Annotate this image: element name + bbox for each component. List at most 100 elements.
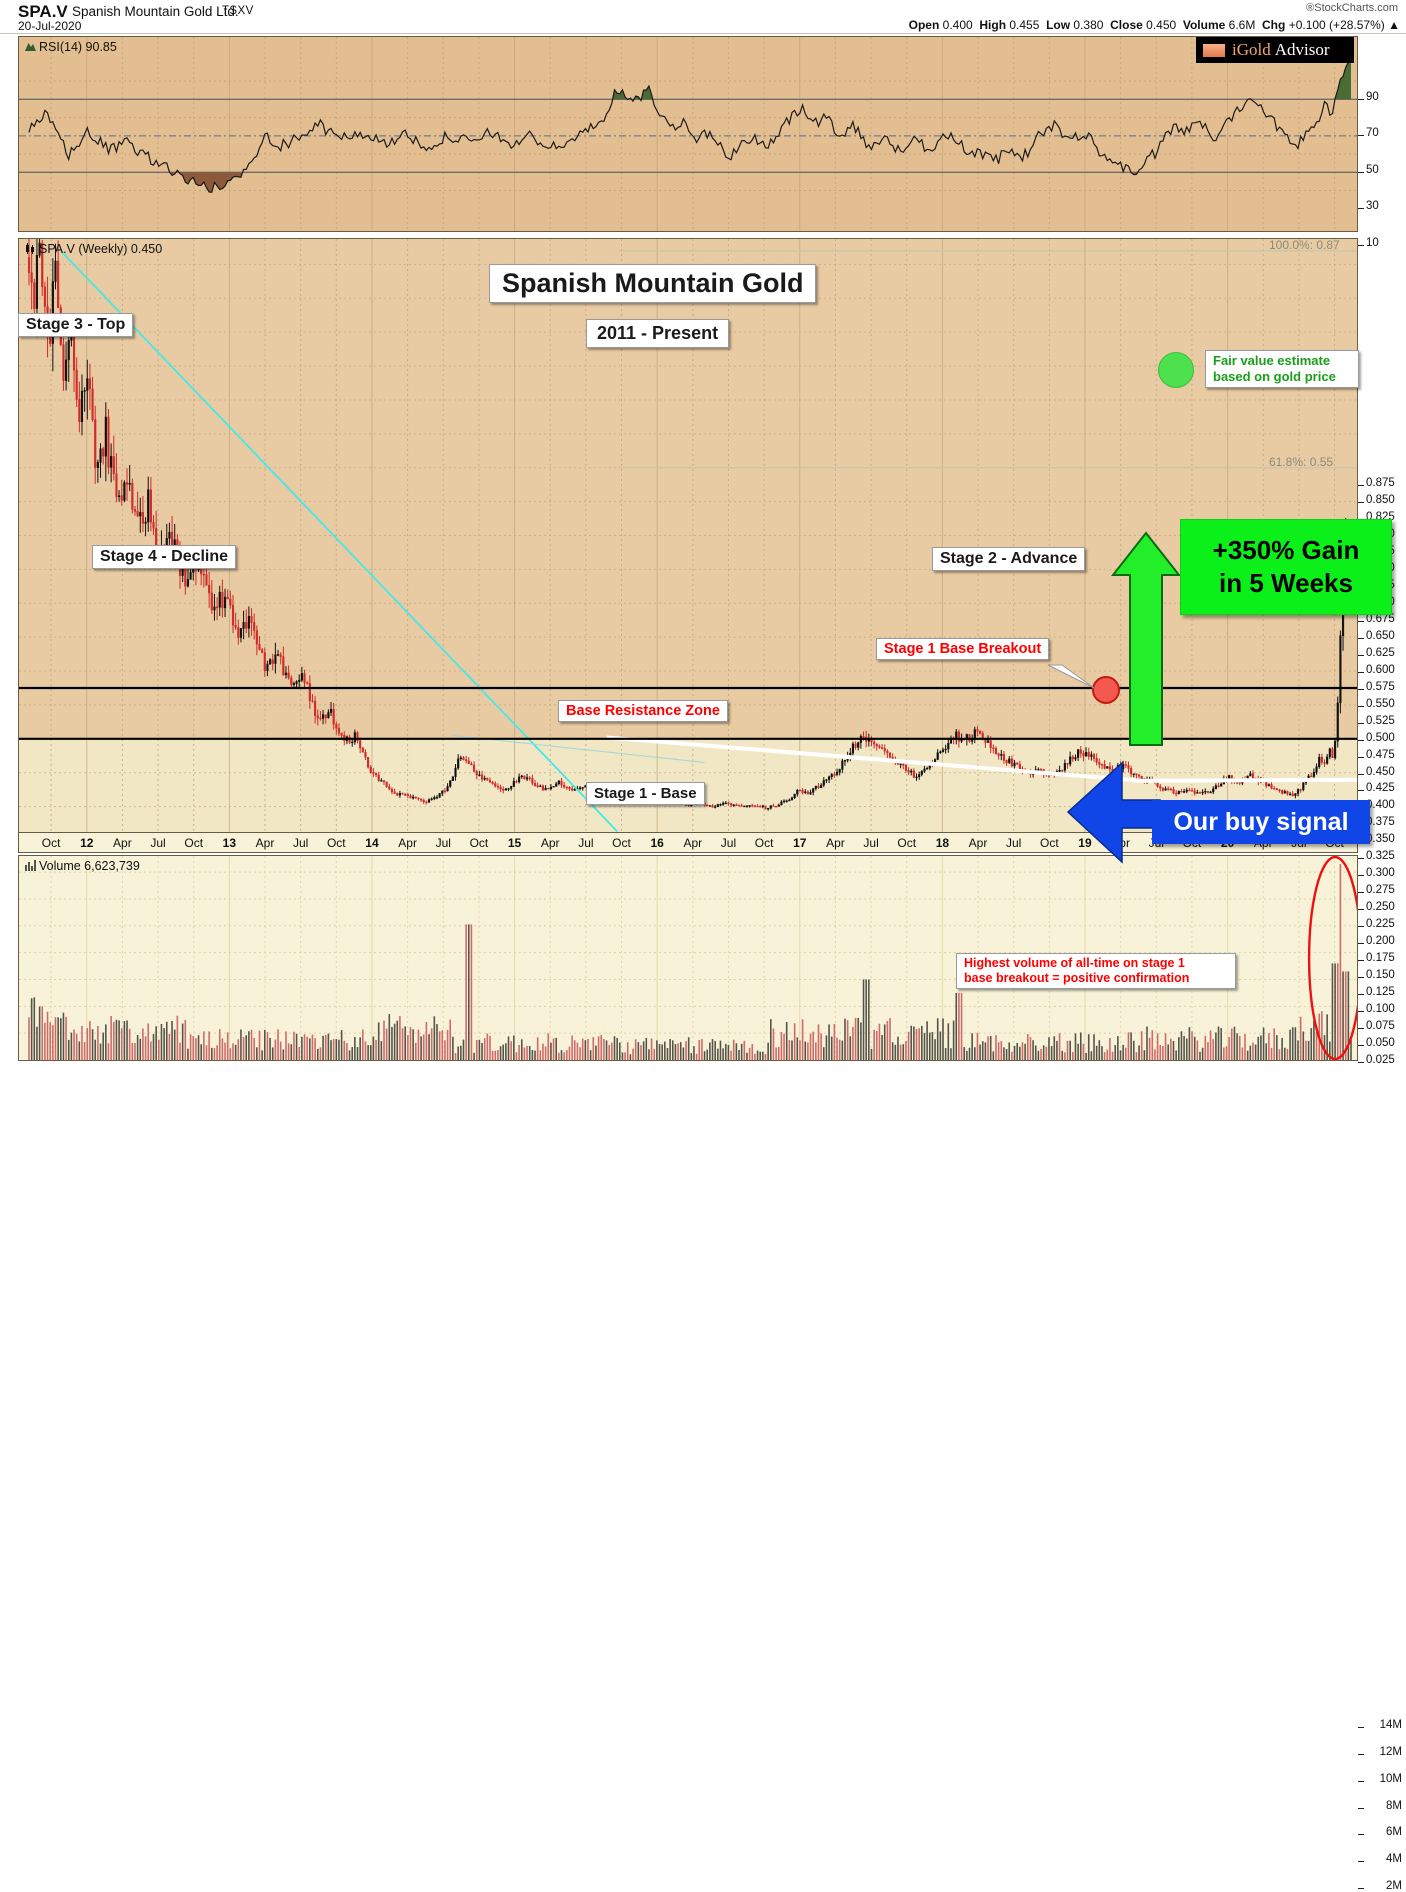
x-axis-tick-label: Apr bbox=[968, 836, 988, 850]
price-y-tick-label: 0.300 bbox=[1366, 867, 1395, 880]
volume-y-tick-label: 10M bbox=[1379, 1772, 1402, 1785]
price-y-tick bbox=[1358, 875, 1364, 877]
volume-note-callout: Highest volume of all-time on stage 1 ba… bbox=[956, 953, 1236, 989]
price-y-tick bbox=[1358, 858, 1364, 860]
candlestick-indicator-icon bbox=[25, 243, 36, 254]
rsi-y-tick-label: 70 bbox=[1366, 127, 1379, 140]
x-axis-tick-label: Jul bbox=[578, 836, 594, 850]
price-y-tick-label: 0.525 bbox=[1366, 714, 1395, 727]
x-axis-tick-label: 12 bbox=[80, 836, 94, 850]
price-y-tick bbox=[1358, 621, 1364, 622]
rsi-y-tick-label: 90 bbox=[1366, 90, 1379, 103]
rsi-y-tick bbox=[1358, 171, 1364, 173]
price-y-tick bbox=[1358, 925, 1364, 927]
price-y-tick-label: 0.575 bbox=[1366, 680, 1395, 693]
close-label: Close bbox=[1110, 18, 1143, 32]
price-y-tick bbox=[1358, 722, 1364, 724]
x-axis-tick-label: Jul bbox=[435, 836, 451, 850]
x-axis-tick-label: Apr bbox=[255, 836, 275, 850]
rsi-y-tick bbox=[1358, 208, 1364, 210]
x-axis-tick-label: Oct bbox=[1039, 836, 1059, 850]
buy-signal-box: Our buy signal bbox=[1152, 800, 1370, 844]
gain-line-1: +350% Gain bbox=[1212, 535, 1360, 565]
rsi-panel-label: RSI(14) 90.85 bbox=[25, 40, 117, 54]
x-axis-tick-label: Oct bbox=[897, 836, 917, 850]
stage1-base-label: Stage 1 - Base bbox=[586, 782, 705, 805]
rsi-y-tick-label: 30 bbox=[1366, 200, 1379, 213]
square-swatch-icon bbox=[1202, 42, 1226, 58]
bar-chart-icon bbox=[25, 860, 36, 871]
gain-line-2: in 5 Weeks bbox=[1219, 568, 1353, 598]
price-y-tick-label: 0.075 bbox=[1366, 1019, 1395, 1032]
stage1-breakout-label: Stage 1 Base Breakout bbox=[876, 638, 1050, 660]
x-axis-tick-label: Jul bbox=[150, 836, 166, 850]
price-y-tick-label: 0.875 bbox=[1366, 477, 1395, 490]
price-y-tick bbox=[1358, 485, 1364, 487]
price-y-tick bbox=[1358, 959, 1364, 961]
x-axis-tick-label: Oct bbox=[326, 836, 346, 850]
quote-bar: Open 0.400 High 0.455 Low 0.380 Close 0.… bbox=[909, 18, 1400, 32]
fibonacci-level-label: 100.0%: 0.87 bbox=[1269, 238, 1340, 252]
x-axis-tick-label: Apr bbox=[113, 836, 132, 850]
volume-y-tick bbox=[1358, 1861, 1364, 1863]
source-name: StockCharts.com bbox=[1314, 2, 1398, 14]
price-y-tick-label: 0.600 bbox=[1366, 663, 1395, 676]
x-axis-tick-label: Oct bbox=[612, 836, 631, 850]
price-y-tick bbox=[1358, 671, 1364, 673]
rsi-y-tick-label: 10 bbox=[1366, 236, 1379, 249]
x-axis-tick-label: Apr bbox=[826, 836, 845, 850]
price-y-tick bbox=[1358, 739, 1364, 741]
x-axis-tick-label: Oct bbox=[41, 836, 61, 850]
change-label: Chg bbox=[1262, 18, 1286, 32]
rsi-y-tick-label: 50 bbox=[1366, 163, 1379, 176]
fair-value-line-2: based on gold price bbox=[1213, 369, 1336, 384]
price-y-tick bbox=[1358, 790, 1364, 792]
volume-y-tick-label: 4M bbox=[1386, 1853, 1402, 1866]
volume-note-line-1: Highest volume of all-time on stage 1 bbox=[964, 956, 1185, 970]
high-label: High bbox=[979, 18, 1007, 32]
x-axis-tick-label: Jul bbox=[292, 836, 309, 850]
x-axis-tick-label: Jul bbox=[863, 836, 879, 850]
logo-word-2: Advisor bbox=[1274, 40, 1330, 59]
open-value: 0.400 bbox=[942, 18, 973, 32]
quote-date: 20-Jul-2020 bbox=[18, 19, 82, 33]
price-y-tick-label: 0.325 bbox=[1366, 850, 1395, 863]
x-axis-tick-label: Jul bbox=[720, 836, 737, 850]
price-y-tick bbox=[1358, 502, 1364, 504]
low-value: 0.380 bbox=[1073, 18, 1104, 32]
gain-callout-box: +350% Gain in 5 Weeks bbox=[1180, 519, 1392, 615]
change-value: +0.100 (+28.57%) bbox=[1288, 18, 1385, 32]
price-y-tick bbox=[1358, 756, 1364, 758]
x-axis-tick-label: Jul bbox=[1006, 836, 1022, 850]
volume-y-tick bbox=[1358, 1834, 1364, 1836]
x-axis-tick-label: 14 bbox=[365, 836, 379, 850]
breakout-marker-dot-icon bbox=[1092, 676, 1120, 704]
x-axis-tick-label: 17 bbox=[793, 836, 807, 850]
price-y-tick bbox=[1358, 942, 1364, 944]
price-panel-label-text: SPA.V (Weekly) 0.450 bbox=[39, 242, 163, 256]
x-axis-tick-label: 18 bbox=[935, 836, 950, 850]
fair-value-line-1: Fair value estimate bbox=[1213, 353, 1331, 368]
x-axis-tick-label: Apr bbox=[683, 836, 703, 850]
x-axis-tick-label: Apr bbox=[1111, 836, 1130, 850]
price-y-tick bbox=[1358, 773, 1364, 775]
buy-signal-text: Our buy signal bbox=[1173, 807, 1349, 836]
stage3-label: Stage 3 - Top bbox=[18, 313, 134, 337]
price-y-tick-label: 0.050 bbox=[1366, 1036, 1395, 1049]
x-axis-tick-label: 15 bbox=[507, 836, 522, 850]
mountain-indicator-icon bbox=[25, 41, 36, 52]
rsi-y-tick bbox=[1358, 244, 1364, 246]
source-attribution: ®StockCharts.com bbox=[1306, 2, 1398, 14]
price-y-tick-label: 0.200 bbox=[1366, 934, 1395, 947]
price-y-tick-label: 0.625 bbox=[1366, 646, 1395, 659]
x-axis-tick-label: Oct bbox=[184, 836, 204, 850]
low-label: Low bbox=[1046, 18, 1071, 32]
open-label: Open bbox=[908, 18, 940, 32]
high-value: 0.455 bbox=[1009, 18, 1040, 32]
price-panel-label: SPA.V (Weekly) 0.450 bbox=[25, 242, 162, 256]
volume-y-tick-label: 14M bbox=[1379, 1719, 1402, 1732]
price-y-tick-label: 0.175 bbox=[1366, 951, 1395, 964]
volume-plot bbox=[19, 856, 1357, 1060]
x-axis-tick-label: 19 bbox=[1078, 836, 1092, 850]
header-divider bbox=[0, 33, 1406, 34]
